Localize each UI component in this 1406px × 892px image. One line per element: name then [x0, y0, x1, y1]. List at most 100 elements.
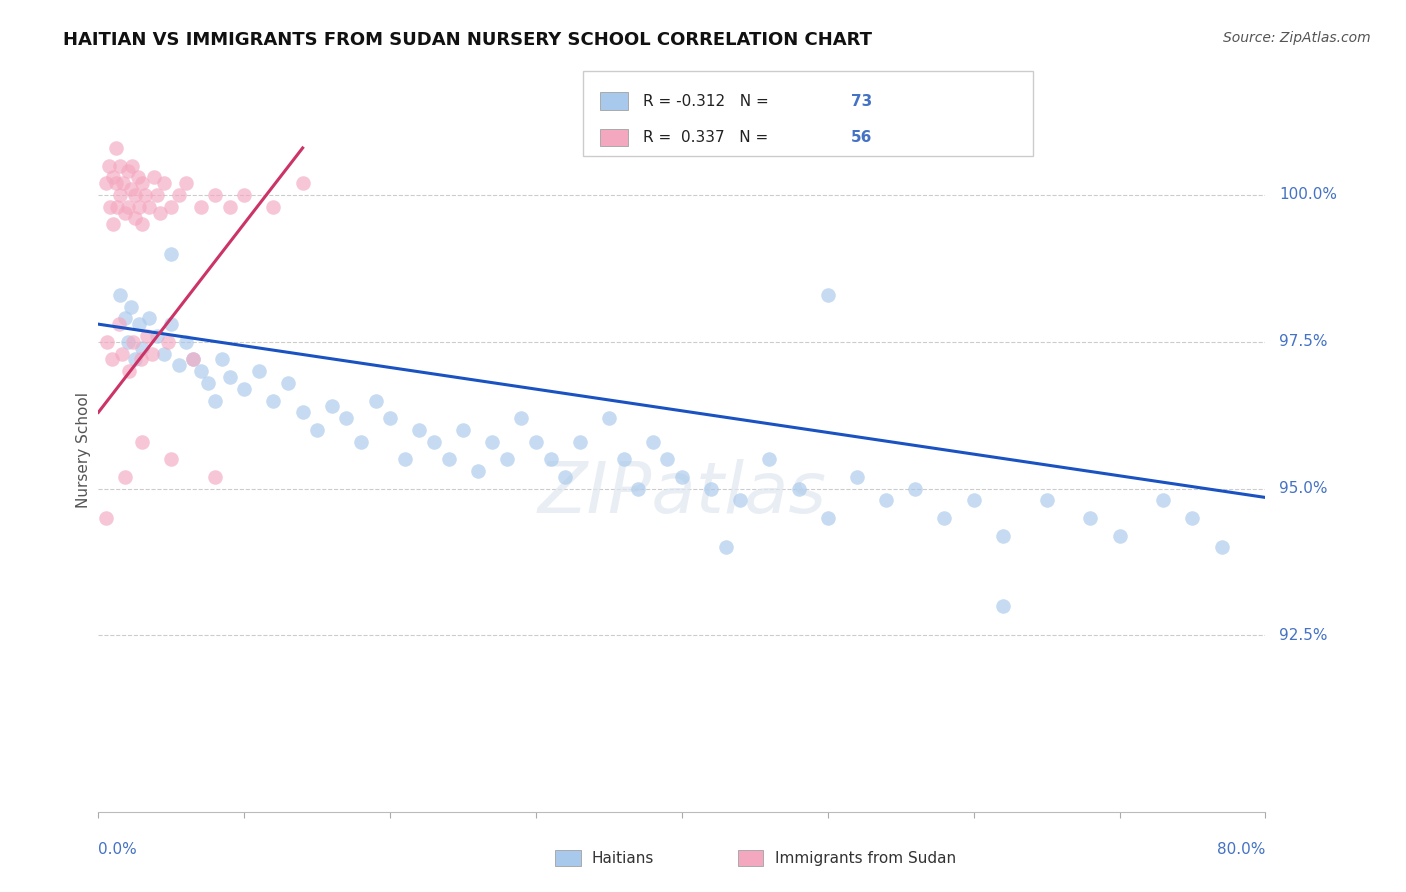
Point	[108, 317, 131, 331]
Point	[291, 405, 314, 419]
Point	[1035, 493, 1057, 508]
Point	[394, 452, 416, 467]
Point	[758, 452, 780, 467]
Point	[875, 493, 897, 508]
Point	[335, 411, 357, 425]
Text: Immigrants from Sudan: Immigrants from Sudan	[775, 851, 956, 865]
Point	[146, 329, 169, 343]
Point	[613, 452, 636, 467]
Point	[451, 423, 474, 437]
Point	[1108, 528, 1130, 542]
Point	[94, 511, 117, 525]
Point	[787, 482, 810, 496]
Point	[817, 287, 839, 301]
Point	[112, 176, 135, 190]
Point	[118, 364, 141, 378]
Point	[350, 434, 373, 449]
Point	[114, 311, 136, 326]
Point	[1181, 511, 1204, 525]
Point	[117, 200, 139, 214]
Point	[846, 470, 869, 484]
Point	[105, 200, 128, 214]
Point	[120, 182, 142, 196]
Text: 100.0%: 100.0%	[1279, 187, 1337, 202]
Point	[437, 452, 460, 467]
Point	[307, 423, 329, 437]
Point	[817, 511, 839, 525]
Point	[174, 176, 197, 190]
Point	[160, 452, 183, 467]
Point	[110, 159, 132, 173]
Point	[1211, 541, 1233, 555]
Point	[114, 205, 136, 219]
Point	[730, 493, 752, 508]
Point	[598, 411, 620, 425]
Point	[100, 352, 122, 367]
Point	[496, 452, 519, 467]
Point	[321, 400, 343, 414]
Text: 92.5%: 92.5%	[1279, 628, 1327, 643]
Point	[167, 359, 190, 373]
Point	[146, 188, 169, 202]
Point	[181, 352, 204, 367]
Point	[110, 287, 132, 301]
Point	[233, 188, 256, 202]
Point	[700, 482, 723, 496]
Point	[291, 176, 314, 190]
Point	[1080, 511, 1102, 525]
Point	[153, 176, 176, 190]
Point	[408, 423, 430, 437]
Point	[124, 352, 146, 367]
Point	[101, 170, 124, 185]
Point	[134, 188, 156, 202]
Point	[991, 528, 1014, 542]
Point	[263, 393, 285, 408]
Text: R =  0.337   N =: R = 0.337 N =	[643, 130, 773, 145]
Point	[524, 434, 547, 449]
Text: 97.5%: 97.5%	[1279, 334, 1327, 350]
Point	[197, 376, 219, 390]
Point	[364, 393, 387, 408]
Point	[204, 188, 226, 202]
Point	[111, 346, 134, 360]
Point	[117, 334, 139, 349]
Point	[540, 452, 562, 467]
Point	[247, 364, 270, 378]
Point	[142, 170, 165, 185]
Point	[131, 176, 153, 190]
Point	[204, 393, 226, 408]
Point	[554, 470, 576, 484]
Point	[423, 434, 446, 449]
Point	[934, 511, 956, 525]
Text: 0.0%: 0.0%	[98, 842, 138, 857]
Text: 80.0%: 80.0%	[1218, 842, 1265, 857]
Point	[128, 317, 150, 331]
Point	[138, 311, 160, 326]
Point	[157, 334, 180, 349]
Point	[160, 200, 183, 214]
Point	[101, 217, 124, 231]
Text: Source: ZipAtlas.com: Source: ZipAtlas.com	[1223, 31, 1371, 45]
Point	[131, 341, 153, 355]
Point	[141, 346, 163, 360]
Point	[104, 141, 127, 155]
Point	[467, 464, 489, 478]
Point	[181, 352, 204, 367]
Point	[135, 329, 157, 343]
Point	[263, 200, 285, 214]
Point	[627, 482, 650, 496]
Point	[641, 434, 664, 449]
Point	[714, 541, 737, 555]
Point	[122, 334, 145, 349]
Point	[120, 300, 142, 314]
Point	[190, 364, 212, 378]
Point	[97, 159, 120, 173]
Point	[131, 434, 153, 449]
Point	[128, 200, 150, 214]
Point	[114, 470, 136, 484]
Text: HAITIAN VS IMMIGRANTS FROM SUDAN NURSERY SCHOOL CORRELATION CHART: HAITIAN VS IMMIGRANTS FROM SUDAN NURSERY…	[63, 31, 872, 49]
Point	[174, 334, 197, 349]
Point	[211, 352, 233, 367]
Point	[110, 188, 132, 202]
Point	[218, 370, 240, 384]
